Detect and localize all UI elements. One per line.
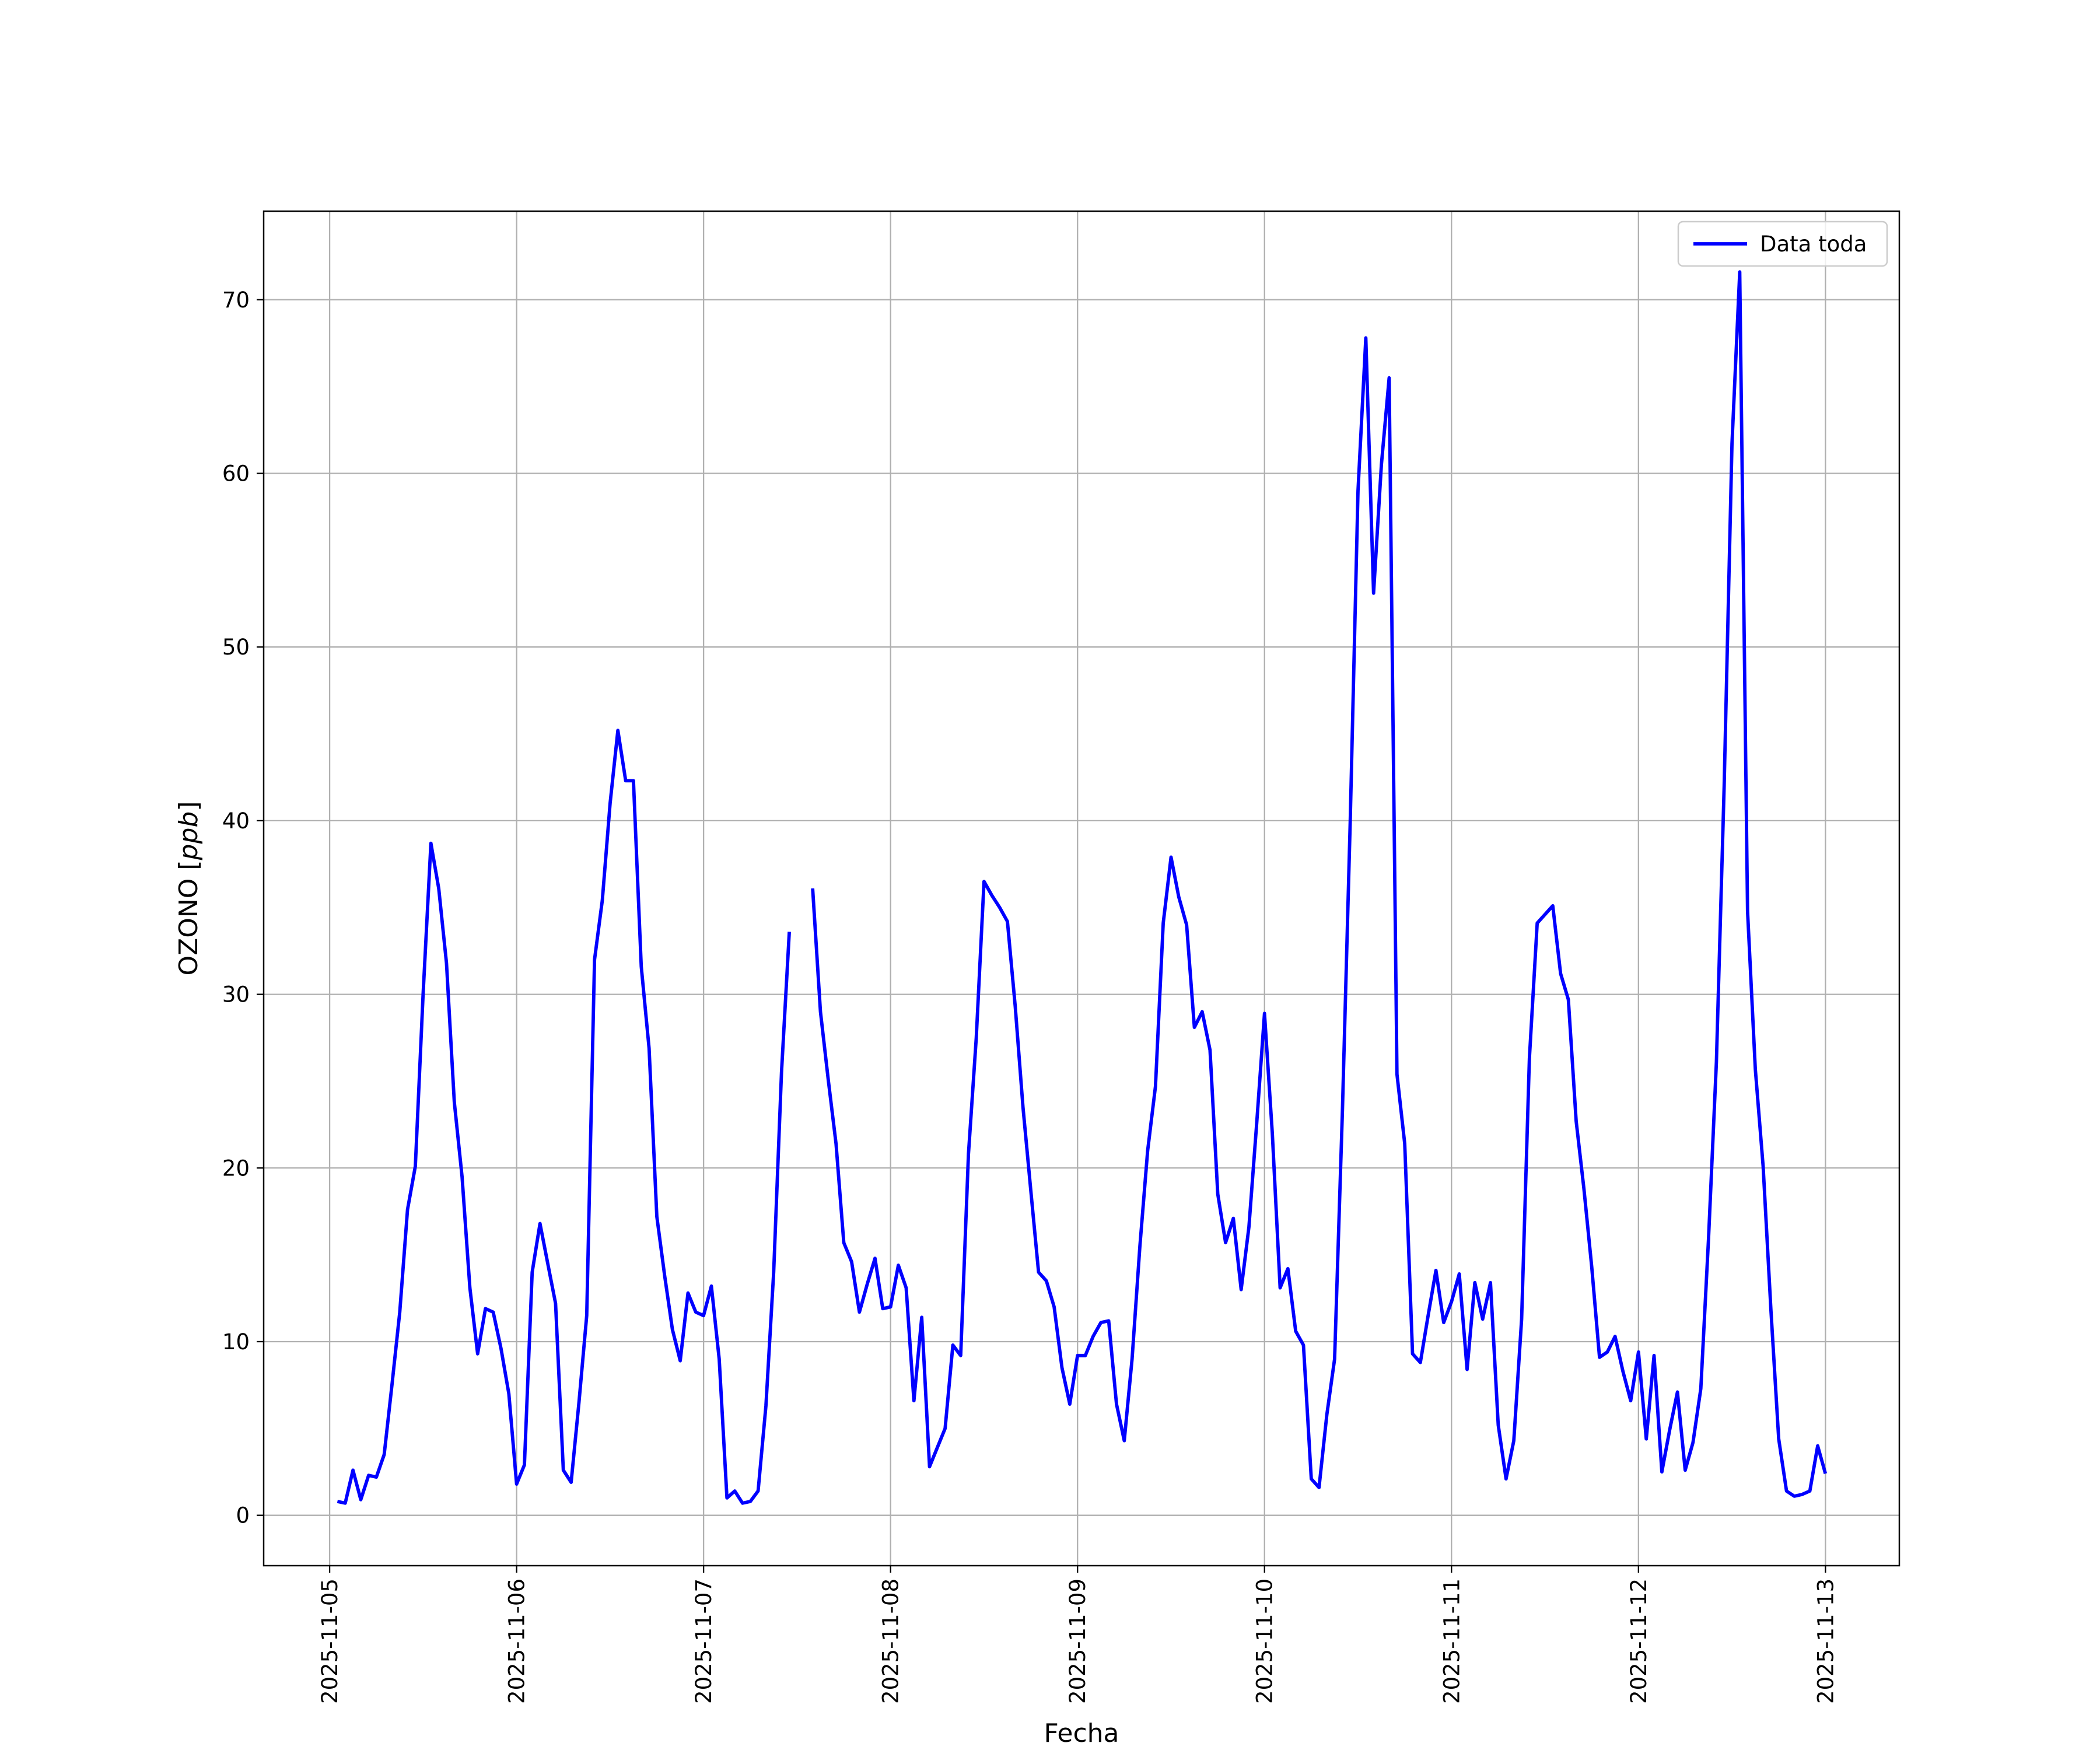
y-tick-label: 70	[222, 288, 250, 313]
y-tick-label: 20	[222, 1156, 250, 1181]
axes-frame	[262, 210, 1901, 1567]
legend: Data toda	[1677, 220, 1888, 267]
series-line-segment	[337, 729, 791, 1505]
grid-lines	[264, 211, 1899, 1566]
y-axis-label: OZONO [ppb]	[174, 801, 204, 975]
legend-box	[1677, 220, 1888, 267]
x-tick-label: 2025-11-08	[878, 1578, 904, 1704]
y-axis: 0 10 20 30 40 50 60 70	[222, 288, 264, 1528]
y-tick-label: 40	[222, 808, 250, 834]
x-axis: 2025-11-05 2025-11-06 2025-11-07 2025-11-08…	[317, 1566, 1838, 1704]
y-tick-label: 50	[222, 635, 250, 660]
x-tick-label: 2025-11-13	[1813, 1578, 1838, 1704]
legend-label: Data toda	[1760, 232, 1867, 257]
plot-area	[264, 211, 1899, 1566]
y-tick-label: 30	[222, 982, 250, 1007]
x-tick-label: 2025-11-11	[1439, 1578, 1464, 1704]
x-tick-label: 2025-11-06	[505, 1578, 530, 1704]
data-series	[337, 270, 1828, 1505]
x-tick-label: 2025-11-05	[317, 1578, 342, 1704]
x-axis-label: Fecha	[1044, 1718, 1119, 1748]
y-tick-label: 60	[222, 461, 250, 487]
y-tick-label: 0	[236, 1503, 250, 1528]
x-tick-label: 2025-11-10	[1252, 1578, 1278, 1704]
x-tick-label: 2025-11-12	[1626, 1578, 1651, 1704]
x-tick-label: 2025-11-07	[691, 1578, 716, 1704]
x-tick-label: 2025-11-09	[1065, 1578, 1090, 1704]
y-tick-label: 10	[222, 1329, 250, 1354]
series-line-segment	[811, 270, 1828, 1498]
